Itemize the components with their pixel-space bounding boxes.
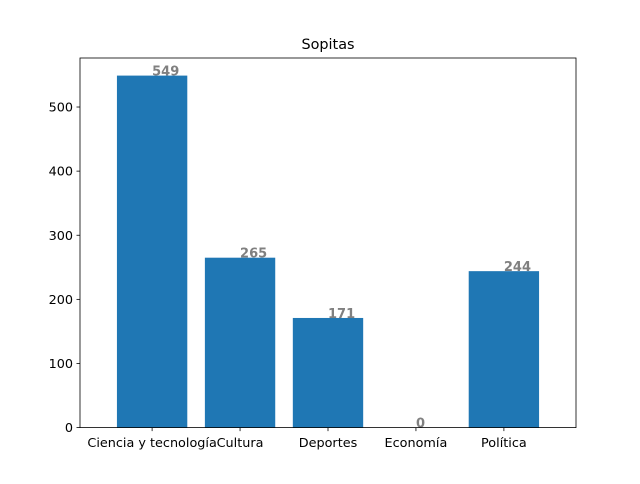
bar [468, 271, 540, 428]
plot-frame [79, 57, 577, 429]
value-labels-layer: 549 265 171 0 244 [152, 65, 531, 432]
y-tick-label: 100 [49, 357, 73, 372]
value-label: 265 [240, 247, 267, 262]
y-tick-label: 500 [49, 101, 73, 116]
bar [204, 257, 276, 428]
y-tick-label: 400 [49, 165, 73, 180]
y-tick-label: 0 [65, 421, 73, 436]
y-tick-label: 300 [49, 229, 73, 244]
value-label: 171 [328, 307, 355, 322]
x-axis: Ciencia y tecnología Cultura Deportes Econo… [87, 427, 527, 451]
value-label: 549 [152, 65, 179, 80]
x-tick-label: Economía [385, 436, 448, 451]
x-tick-label: Deportes [299, 436, 358, 451]
y-tick-label: 200 [49, 293, 73, 308]
chart-title: Sopitas [301, 37, 354, 53]
x-tick-label: Cultura [217, 436, 264, 451]
bar [292, 317, 364, 428]
value-label: 0 [416, 417, 425, 432]
bars-layer [116, 75, 540, 428]
x-tick-label: Ciencia y tecnología [87, 436, 216, 451]
value-label: 244 [504, 260, 531, 275]
y-axis: 0 100 200 300 400 500 [49, 101, 80, 436]
x-tick-label: Política [481, 436, 527, 451]
bar [116, 75, 188, 428]
